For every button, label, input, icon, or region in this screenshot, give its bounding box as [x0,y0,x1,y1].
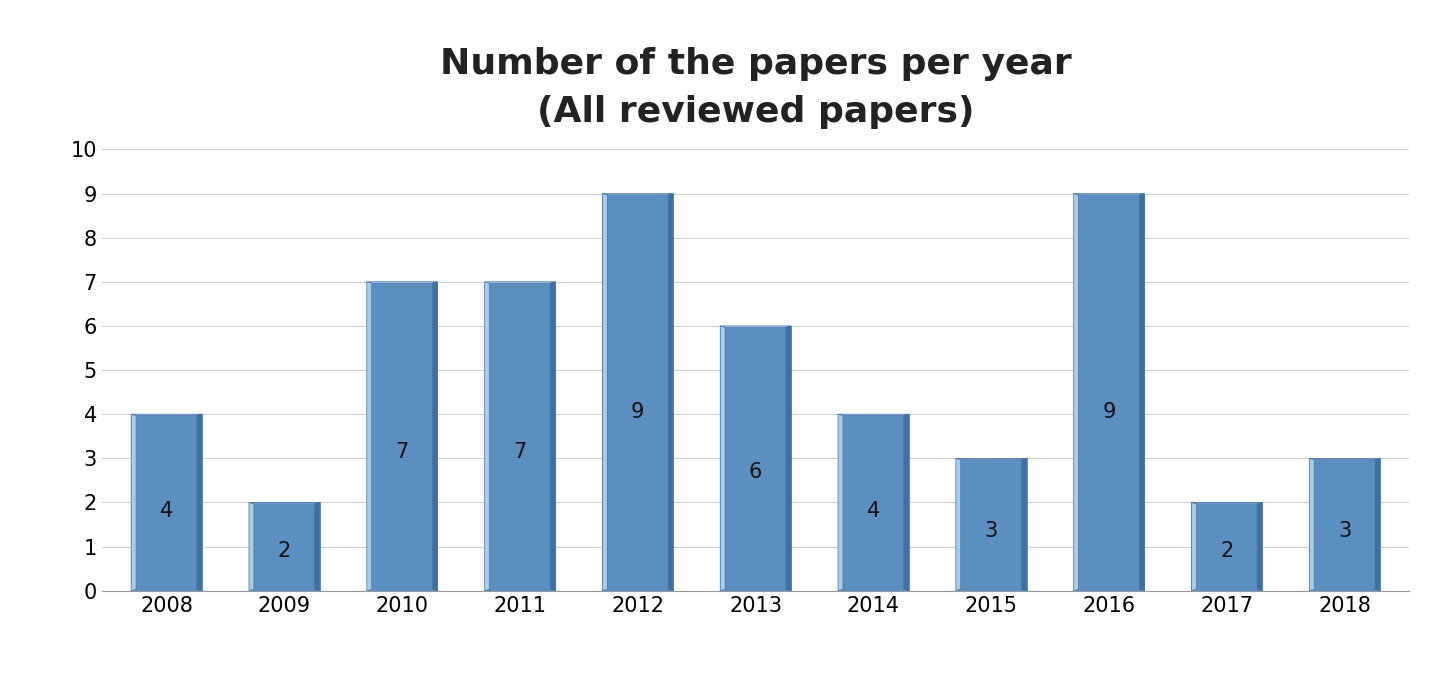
Text: 7: 7 [395,442,408,462]
Polygon shape [485,282,555,283]
Polygon shape [131,414,202,416]
Polygon shape [248,502,254,591]
Text: 4: 4 [160,501,173,521]
Title: Number of the papers per year
(All reviewed papers): Number of the papers per year (All revie… [440,47,1071,128]
Polygon shape [956,458,1026,460]
Bar [1191,502,1263,591]
Polygon shape [838,414,908,416]
Polygon shape [248,502,320,504]
Polygon shape [1139,194,1145,591]
Text: 6: 6 [748,462,763,481]
Bar [1309,458,1380,591]
Polygon shape [904,414,908,591]
Polygon shape [721,326,790,327]
Bar [485,282,555,591]
Text: 4: 4 [867,501,881,521]
Polygon shape [198,414,202,591]
Text: 9: 9 [1103,402,1116,422]
Bar [721,326,790,591]
Text: 7: 7 [513,442,526,462]
Polygon shape [1257,502,1263,591]
Bar [603,194,673,591]
Polygon shape [1074,194,1078,591]
Bar [1074,194,1145,591]
Bar [956,458,1026,591]
Bar [838,414,908,591]
Polygon shape [1191,502,1196,591]
Polygon shape [433,282,437,591]
Polygon shape [366,282,372,591]
Text: 3: 3 [985,521,998,541]
Polygon shape [838,414,843,591]
Polygon shape [315,502,320,591]
Polygon shape [1375,458,1380,591]
Polygon shape [485,282,490,591]
Polygon shape [668,194,673,591]
Bar [131,414,202,591]
Polygon shape [551,282,555,591]
Polygon shape [1309,458,1380,460]
Text: 2: 2 [278,541,291,561]
Polygon shape [721,326,725,591]
Polygon shape [1021,458,1026,591]
Polygon shape [366,282,437,283]
Polygon shape [1074,194,1145,195]
Bar [248,502,320,591]
Polygon shape [131,414,137,591]
Polygon shape [786,326,790,591]
Polygon shape [956,458,960,591]
Polygon shape [1191,502,1263,504]
Polygon shape [603,194,607,591]
Text: 2: 2 [1221,541,1234,561]
Polygon shape [1309,458,1314,591]
Polygon shape [603,194,673,195]
Text: 9: 9 [631,402,645,422]
Text: 3: 3 [1338,521,1351,541]
Bar [366,282,437,591]
